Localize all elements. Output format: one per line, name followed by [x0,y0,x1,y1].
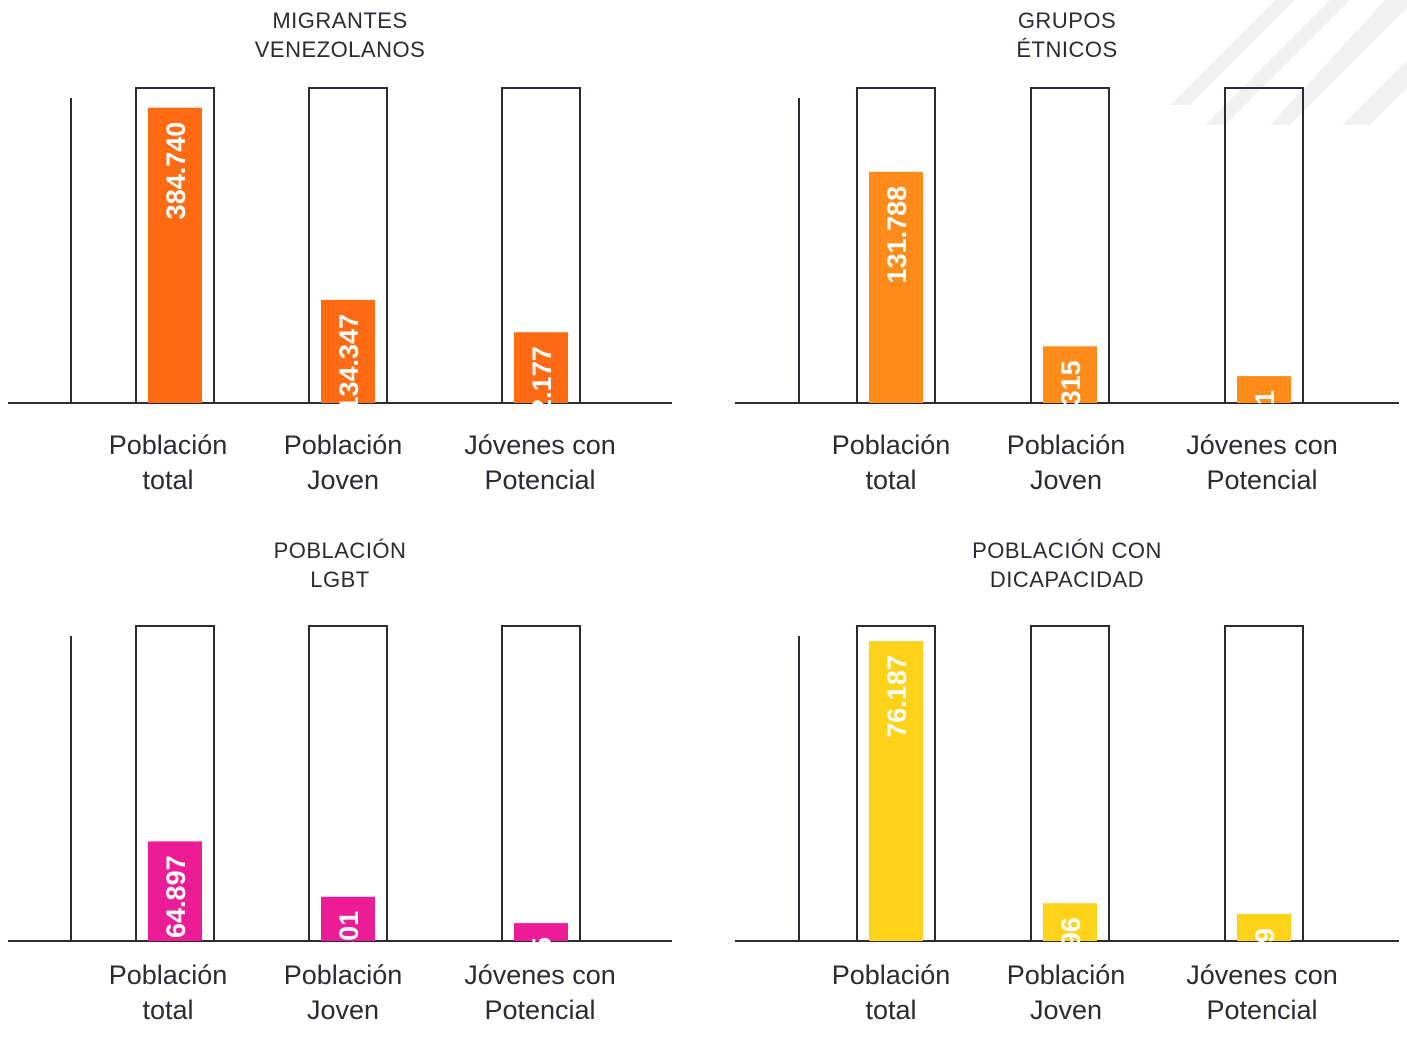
bar-value-label: 76.187 [882,655,912,738]
category-label: Población total [68,958,268,1028]
category-label-line-2: Potencial [484,465,596,495]
bar-outline-frame [1030,625,1110,942]
bar [1043,903,1097,941]
category-label-line-1: Población [1006,430,1126,460]
category-label-line-1: Población [831,430,951,460]
bar-outline-frame [501,625,581,942]
category-label: Población total [791,428,991,498]
bar [514,332,568,403]
category-label: Población total [791,958,991,1028]
chart-title: MIGRANTES VENEZOLANOS [0,6,680,64]
chart-panel-lgbt: POBLACIÓN LGBT 64.897 28.801 11.665 Poblac… [0,530,680,1050]
category-label-line-1: Población [283,960,403,990]
category-label-line-2: Joven [306,995,380,1025]
category-label-line-2: Potencial [1206,995,1318,1025]
chart-title-line-2: DICAPACIDAD [989,567,1145,592]
category-label-line-1: Población [831,960,951,990]
category-label-line-2: Joven [306,465,380,495]
bar-plot: 131.788 32.315 15.311 [735,87,1399,471]
bar [321,896,375,941]
bar-value-label: 32.315 [1056,360,1086,443]
category-label-line-1: Jóvenes con [464,960,616,990]
category-label: Jóvenes con Potencial [1162,958,1362,1028]
bar-value-label: 131.788 [882,186,912,284]
bar [148,107,202,404]
bar-value-label: 6.879 [1250,928,1280,996]
bar-plot: 76.187 9.596 6.879 [735,625,1399,996]
bar-value-label: 134.347 [334,314,364,412]
category-label-line-1: Jóvenes con [464,430,616,460]
bar-value-label: 9.596 [1056,917,1086,985]
category-label-line-2: Joven [1029,465,1103,495]
chart-panel-discapacidad: POBLACIÓN CON DICAPACIDAD 76.187 9.596 6.8… [727,530,1407,1050]
chart-title-line-2: ÉTNICOS [1016,37,1118,62]
bar-value-label: 28.801 [334,911,364,994]
bar [321,299,375,403]
category-label: Jóvenes con Potencial [440,428,640,498]
chart-title-line-1: GRUPOS [1017,8,1117,33]
chart-title: POBLACIÓN LGBT [0,536,680,594]
category-label: Jóvenes con Potencial [440,958,640,1028]
bar [869,171,923,403]
category-label: Población Joven [243,428,443,498]
bar-value-label: 11.665 [527,937,557,1018]
bar-value-label: 384.740 [161,122,191,220]
bar-outline-frame [1224,87,1304,404]
category-label: Jóvenes con Potencial [1162,428,1362,498]
bar-value-label: 15.311 [1250,390,1280,471]
chart-title-line-1: POBLACIÓN CON [972,538,1162,563]
category-label-line-2: Potencial [484,995,596,1025]
chart-title: GRUPOS ÉTNICOS [727,6,1407,64]
category-label-line-1: Jóvenes con [1186,960,1338,990]
category-label-line-1: Población [1006,960,1126,990]
bar [869,641,923,941]
chart-title-line-1: MIGRANTES [272,8,408,33]
bar [514,923,568,941]
category-label-line-1: Población [283,430,403,460]
category-label: Población Joven [966,958,1166,1028]
bar-outline-frame [1224,625,1304,942]
category-label-line-2: total [142,465,194,495]
category-label-line-2: total [865,995,917,1025]
bar [1237,376,1291,403]
category-label: Población total [68,428,268,498]
category-label-line-1: Población [108,960,228,990]
category-label: Población Joven [966,428,1166,498]
category-label: Población Joven [243,958,443,1028]
chart-panel-grupos-etnicos: GRUPOS ÉTNICOS 131.788 32.315 15.311 Pobla… [727,0,1407,520]
bar-value-label: 92.177 [527,346,557,429]
category-label-line-1: Jóvenes con [1186,430,1338,460]
bar-plot: 384.740 134.347 92.177 [8,87,672,429]
bar [1237,913,1291,941]
category-label-line-2: Joven [1029,995,1103,1025]
chart-title-line-2: VENEZOLANOS [254,37,426,62]
bar [148,841,202,941]
category-label-line-2: Potencial [1206,465,1318,495]
chart-panel-migrantes: MIGRANTES VENEZOLANOS 384.740 134.347 92.1… [0,0,680,520]
category-label-line-2: total [865,465,917,495]
chart-title-line-2: LGBT [310,567,370,592]
bar-plot: 64.897 28.801 11.665 [8,625,672,1018]
bar-value-label: 64.897 [161,855,191,938]
bar-outline-frame [308,625,388,942]
chart-title-line-1: POBLACIÓN [273,538,407,563]
bar [1043,346,1097,403]
chart-title: POBLACIÓN CON DICAPACIDAD [727,536,1407,594]
category-label-line-1: Población [108,430,228,460]
category-label-line-2: total [142,995,194,1025]
